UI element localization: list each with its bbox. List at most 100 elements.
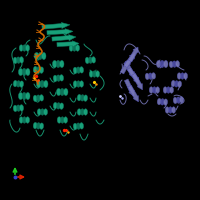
Ellipse shape <box>44 109 48 115</box>
Ellipse shape <box>36 95 40 101</box>
Ellipse shape <box>37 109 41 115</box>
Ellipse shape <box>160 60 164 68</box>
Point <box>36 78 40 82</box>
Polygon shape <box>128 47 138 62</box>
Ellipse shape <box>174 81 178 87</box>
Ellipse shape <box>73 67 77 74</box>
Ellipse shape <box>18 68 23 76</box>
Point <box>94 82 98 86</box>
Ellipse shape <box>40 123 44 129</box>
Ellipse shape <box>16 81 20 87</box>
Ellipse shape <box>145 73 149 80</box>
Ellipse shape <box>148 73 152 79</box>
Ellipse shape <box>26 117 30 123</box>
Ellipse shape <box>77 109 81 115</box>
Polygon shape <box>42 23 70 29</box>
Ellipse shape <box>164 99 168 105</box>
Ellipse shape <box>34 52 39 60</box>
Point <box>118 94 122 98</box>
Ellipse shape <box>33 122 37 129</box>
Ellipse shape <box>92 71 96 77</box>
Ellipse shape <box>40 95 44 101</box>
Ellipse shape <box>176 61 180 67</box>
Ellipse shape <box>60 60 64 68</box>
Point <box>32 76 36 80</box>
Point <box>34 74 38 78</box>
Point <box>62 128 66 132</box>
Point <box>120 96 124 100</box>
Polygon shape <box>128 85 138 102</box>
Ellipse shape <box>33 95 37 102</box>
Ellipse shape <box>26 68 30 76</box>
Ellipse shape <box>156 60 161 68</box>
Ellipse shape <box>178 81 182 87</box>
Ellipse shape <box>53 75 57 82</box>
Ellipse shape <box>44 80 48 88</box>
Ellipse shape <box>13 105 17 112</box>
Ellipse shape <box>152 73 156 79</box>
Ellipse shape <box>156 87 160 93</box>
Ellipse shape <box>19 117 23 123</box>
Ellipse shape <box>73 81 77 87</box>
Polygon shape <box>127 67 139 83</box>
Ellipse shape <box>38 52 42 60</box>
Ellipse shape <box>40 109 44 115</box>
Ellipse shape <box>96 71 100 77</box>
Ellipse shape <box>88 57 92 63</box>
Ellipse shape <box>56 75 60 81</box>
Ellipse shape <box>26 92 30 100</box>
Ellipse shape <box>92 57 96 63</box>
Ellipse shape <box>53 102 57 109</box>
Ellipse shape <box>180 73 184 79</box>
Ellipse shape <box>22 68 26 76</box>
Ellipse shape <box>56 103 60 109</box>
Polygon shape <box>47 29 73 35</box>
Ellipse shape <box>20 105 24 111</box>
Ellipse shape <box>56 88 61 96</box>
Point <box>13 175 17 179</box>
Ellipse shape <box>16 105 20 111</box>
Ellipse shape <box>40 80 44 88</box>
Ellipse shape <box>85 57 89 64</box>
Point <box>66 130 70 134</box>
Ellipse shape <box>36 67 40 73</box>
Ellipse shape <box>176 97 180 103</box>
Ellipse shape <box>157 98 161 105</box>
Ellipse shape <box>20 57 24 63</box>
Ellipse shape <box>20 81 24 87</box>
Ellipse shape <box>84 109 88 115</box>
Ellipse shape <box>56 60 60 68</box>
Polygon shape <box>120 59 130 74</box>
Ellipse shape <box>40 67 44 73</box>
Ellipse shape <box>26 45 30 51</box>
Ellipse shape <box>84 95 88 101</box>
Ellipse shape <box>180 97 184 103</box>
Ellipse shape <box>19 45 23 51</box>
Ellipse shape <box>22 117 26 123</box>
Ellipse shape <box>160 99 164 105</box>
Ellipse shape <box>172 107 176 113</box>
Ellipse shape <box>33 66 37 73</box>
Ellipse shape <box>64 88 68 96</box>
Ellipse shape <box>22 45 26 51</box>
Ellipse shape <box>57 117 61 123</box>
Ellipse shape <box>165 107 169 113</box>
Ellipse shape <box>184 73 188 79</box>
Ellipse shape <box>60 103 64 109</box>
Polygon shape <box>124 61 134 78</box>
Ellipse shape <box>163 87 167 93</box>
Ellipse shape <box>60 88 64 96</box>
Ellipse shape <box>60 117 64 123</box>
Ellipse shape <box>152 87 156 93</box>
Ellipse shape <box>168 107 172 113</box>
Ellipse shape <box>60 75 64 81</box>
Ellipse shape <box>173 97 177 104</box>
Point <box>92 80 96 84</box>
Ellipse shape <box>171 80 175 87</box>
Ellipse shape <box>149 87 153 93</box>
Ellipse shape <box>89 71 93 77</box>
Ellipse shape <box>177 73 181 79</box>
Polygon shape <box>124 53 135 68</box>
Ellipse shape <box>13 80 17 87</box>
Polygon shape <box>57 41 79 47</box>
